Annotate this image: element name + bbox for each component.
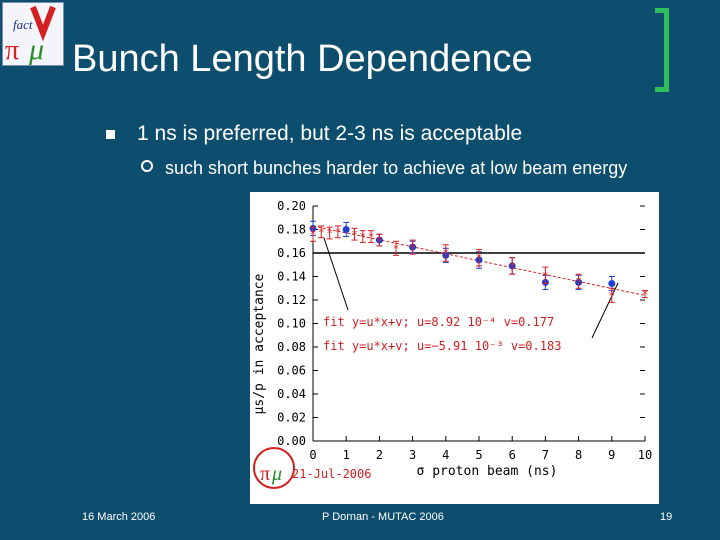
data-point-red: * bbox=[368, 231, 374, 244]
logo-pi-text: π bbox=[5, 35, 19, 65]
data-point-red: * bbox=[509, 260, 515, 273]
fit-label-blue: fit y=u*x+v; u=8.92 10⁻⁴ v=0.177 bbox=[323, 315, 554, 329]
data-point-red: * bbox=[609, 289, 615, 302]
chart-svg: 0.00 0.02 0.04 0.06 0.08 0.10 0.12 0.14 0.16 0.18… bbox=[252, 199, 652, 489]
x-tick-label: 7 bbox=[542, 448, 549, 462]
title-bracket bbox=[655, 8, 669, 92]
y-tick-label: 0.00 bbox=[277, 434, 306, 448]
acceptance-plot: 0.00 0.02 0.04 0.06 0.08 0.10 0.12 0.14 0.16 0.18… bbox=[250, 192, 659, 504]
x-axis-label: σ proton beam (ns) bbox=[417, 464, 558, 479]
logo-mu-text: μ bbox=[28, 33, 44, 65]
data-point-red: * bbox=[335, 226, 341, 239]
footer-date: 16 March 2006 bbox=[82, 511, 156, 523]
y-tick-label: 0.16 bbox=[277, 246, 306, 260]
logo-fact-text: fact bbox=[13, 17, 33, 32]
x-tick-label: 10 bbox=[638, 448, 652, 462]
data-point-red: * bbox=[310, 228, 316, 241]
bullet-circle-icon bbox=[141, 160, 153, 172]
data-point-red: * bbox=[543, 269, 549, 282]
data-point-blue bbox=[342, 226, 350, 233]
fit-line bbox=[312, 225, 646, 296]
y-tick-label: 0.02 bbox=[277, 411, 306, 425]
date-annotation: 21-Jul-2006 bbox=[292, 467, 371, 481]
data-point-red: * bbox=[352, 228, 358, 241]
footer-page-number: 19 bbox=[660, 511, 673, 523]
y-tick-label: 0.14 bbox=[277, 270, 306, 284]
data-point-red: * bbox=[576, 275, 582, 288]
y-tick-label: 0.12 bbox=[277, 293, 306, 307]
x-tick-label: 6 bbox=[509, 448, 516, 462]
bullet-text-2: such short bunches harder to achieve at … bbox=[165, 158, 628, 178]
x-tick-label: 2 bbox=[376, 448, 383, 462]
slide-title: Bunch Length Dependence bbox=[72, 38, 533, 80]
fact-logo: fact π μ bbox=[2, 2, 64, 66]
data-point-red: * bbox=[377, 234, 383, 247]
bullet-text-1: 1 ns is preferred, but 2-3 ns is accepta… bbox=[137, 122, 523, 145]
x-tick-label: 1 bbox=[343, 448, 350, 462]
x-tick-label: 0 bbox=[309, 448, 316, 462]
fact-stamp: π μ bbox=[253, 447, 295, 489]
data-point-red: * bbox=[393, 242, 399, 255]
stamp-pi: π bbox=[260, 463, 270, 485]
y-axis-label: μs/p in acceptance bbox=[252, 273, 267, 414]
x-tick-label: 8 bbox=[575, 448, 582, 462]
arrow-line bbox=[591, 282, 619, 339]
fit-label-red: fit y=u*x+v; u=−5.91 10⁻³ v=0.183 bbox=[323, 339, 561, 353]
data-point-blue bbox=[608, 280, 616, 288]
data-point-red: * bbox=[360, 231, 366, 244]
y-tick-label: 0.06 bbox=[277, 364, 306, 378]
x-tick-label: 5 bbox=[475, 448, 482, 462]
bullet-square-icon bbox=[106, 130, 115, 139]
x-tick-label: 9 bbox=[608, 448, 615, 462]
data-point-red: * bbox=[476, 252, 482, 265]
data-point-red: * bbox=[319, 226, 325, 239]
data-point-red: * bbox=[410, 241, 416, 254]
x-tick-label: 4 bbox=[442, 448, 449, 462]
y-tick-label: 0.04 bbox=[277, 387, 306, 401]
arrow-line bbox=[323, 237, 349, 311]
y-tick-label: 0.08 bbox=[277, 340, 306, 354]
data-point-red: * bbox=[327, 227, 333, 240]
footer-author: P Dornan - MUTAC 2006 bbox=[322, 511, 444, 523]
x-tick-label: 3 bbox=[409, 448, 416, 462]
y-tick-label: 0.20 bbox=[277, 199, 306, 213]
data-point-red: * bbox=[642, 288, 648, 301]
y-tick-label: 0.10 bbox=[277, 317, 306, 331]
stamp-mu: μ bbox=[271, 463, 282, 485]
data-point-red: * bbox=[443, 247, 449, 260]
y-tick-label: 0.18 bbox=[277, 223, 306, 237]
